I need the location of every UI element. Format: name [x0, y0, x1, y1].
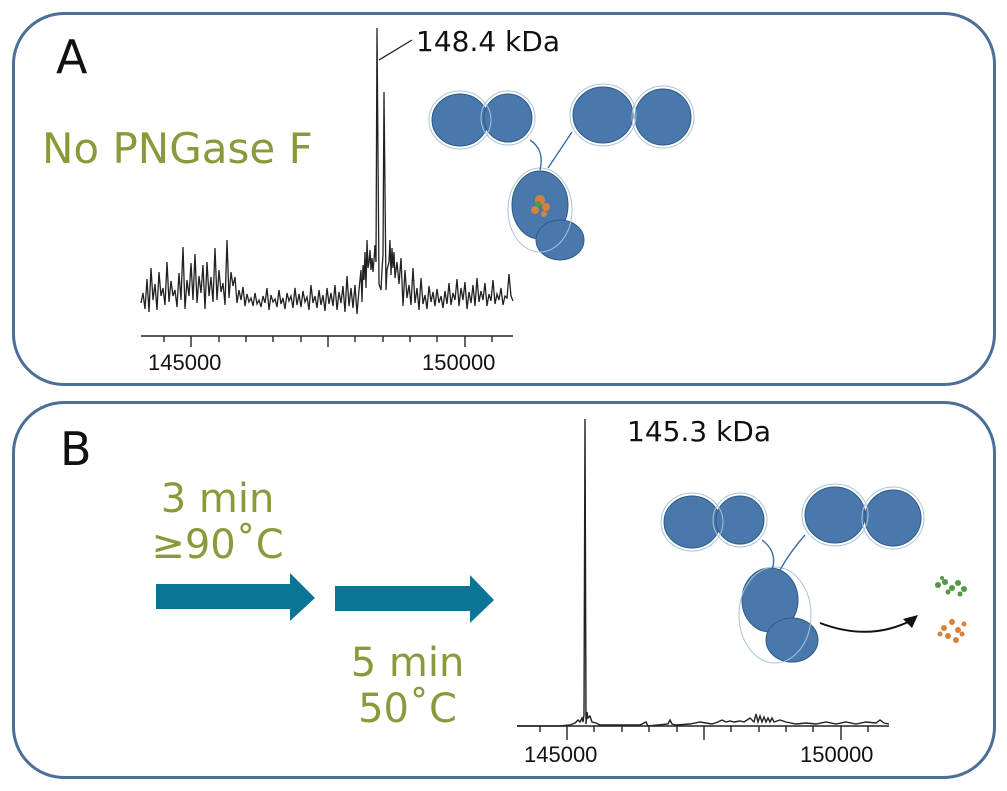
panel-a-peak-label: 148.4 kDa [416, 25, 560, 58]
panel-a-letter: A [56, 30, 88, 84]
release-arrow-icon [819, 619, 913, 633]
released-glycan-orange-icon [937, 619, 967, 643]
panel-a-tick-145000: 145000 [148, 350, 222, 375]
panel-b-tick-145000: 145000 [524, 742, 598, 767]
step1-arrow-icon [156, 573, 315, 621]
panel-b-letter: B [60, 422, 92, 476]
panel-a-condition: No PNGase F [42, 124, 313, 173]
panel-a [12, 12, 996, 386]
panel-b-peak-label: 145.3 kDa [627, 415, 771, 448]
released-glycan-green-icon [935, 576, 967, 597]
panel-b-tick-150000: 150000 [800, 742, 874, 767]
panel-b-step2-time: 5 min [350, 640, 465, 686]
panel-b-step1-time: 3 min [160, 476, 275, 522]
panel-b-step2-temp: 50˚C [358, 686, 457, 732]
panel-a-tick-150000: 150000 [422, 350, 496, 375]
step2-arrow-icon [335, 575, 494, 623]
panel-b-axis-ticks [539, 726, 869, 740]
panel-b-step1-temp: ≥90˚C [151, 522, 284, 568]
panel-a-axis-ticks [163, 336, 493, 347]
